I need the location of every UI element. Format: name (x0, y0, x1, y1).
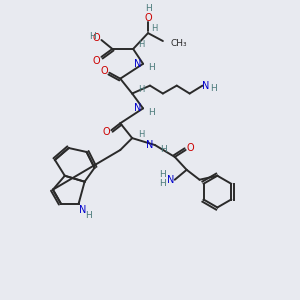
Text: N: N (146, 140, 154, 150)
Text: H: H (148, 63, 155, 72)
Text: H: H (138, 40, 144, 50)
Text: N: N (202, 81, 209, 91)
Text: H: H (145, 4, 152, 13)
Text: H: H (160, 170, 166, 179)
Text: N: N (79, 206, 86, 215)
Text: O: O (93, 56, 100, 66)
Text: O: O (93, 33, 100, 43)
Text: H: H (89, 32, 96, 40)
Text: H: H (138, 85, 144, 94)
Text: O: O (144, 13, 152, 23)
Text: O: O (103, 127, 110, 137)
Text: H: H (148, 108, 155, 117)
Text: N: N (167, 175, 175, 185)
Text: O: O (100, 66, 108, 76)
Text: H: H (160, 145, 167, 154)
Text: H: H (138, 130, 144, 139)
Text: N: N (134, 59, 142, 69)
Text: N: N (134, 103, 142, 113)
Text: H: H (210, 84, 217, 93)
Text: CH₃: CH₃ (171, 38, 188, 47)
Text: H: H (151, 24, 157, 33)
Text: H: H (160, 179, 166, 188)
Text: O: O (187, 143, 194, 153)
Text: H: H (85, 211, 92, 220)
